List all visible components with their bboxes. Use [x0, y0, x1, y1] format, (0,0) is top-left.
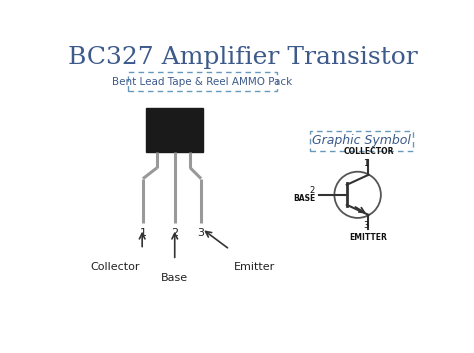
- Text: 3: 3: [363, 221, 368, 230]
- Text: 1: 1: [363, 160, 368, 168]
- Text: Graphic Symbol: Graphic Symbol: [312, 134, 411, 148]
- Text: COLLECTOR: COLLECTOR: [343, 147, 394, 156]
- Text: Emitter: Emitter: [234, 262, 275, 272]
- Text: 3: 3: [198, 228, 205, 238]
- Text: BASE: BASE: [293, 194, 315, 203]
- Text: BC327 Amplifier Transistor: BC327 Amplifier Transistor: [68, 46, 418, 69]
- Text: 2: 2: [171, 228, 178, 238]
- Bar: [146, 108, 202, 152]
- Text: Collector: Collector: [91, 262, 140, 272]
- Text: 1: 1: [139, 228, 146, 238]
- FancyBboxPatch shape: [128, 72, 277, 91]
- FancyBboxPatch shape: [310, 131, 413, 151]
- Text: Bent Lead Tape & Reel AMMO Pack: Bent Lead Tape & Reel AMMO Pack: [112, 77, 293, 86]
- Text: Base: Base: [161, 273, 188, 283]
- Text: 2: 2: [310, 186, 315, 196]
- Text: EMITTER: EMITTER: [349, 233, 387, 242]
